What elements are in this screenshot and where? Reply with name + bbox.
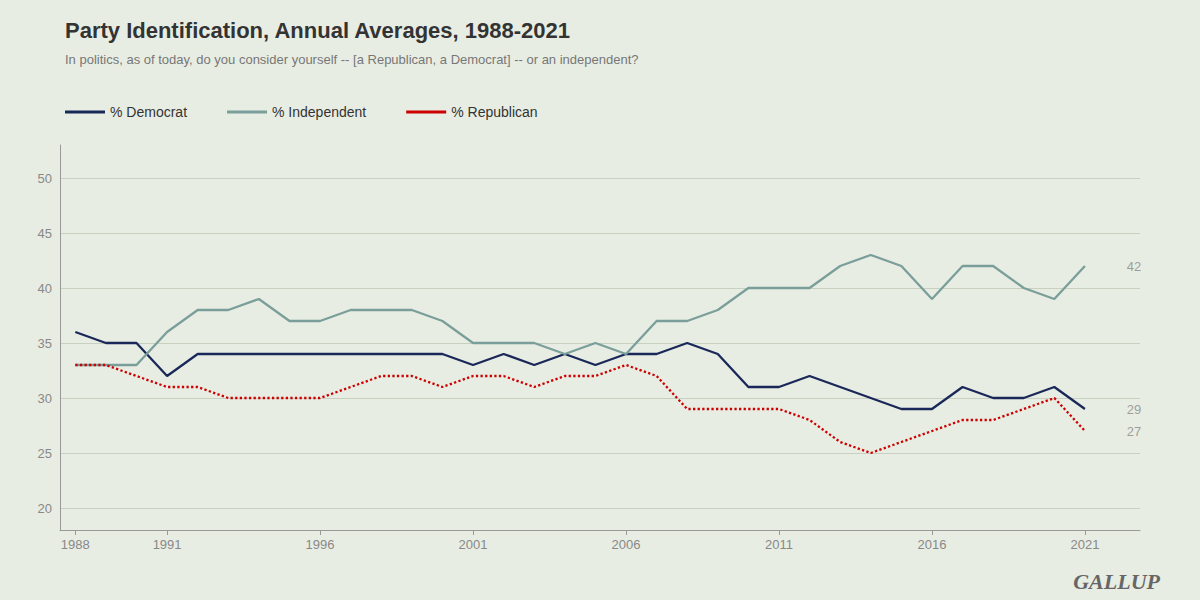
svg-text:2021: 2021 xyxy=(1070,537,1099,552)
svg-text:% Independent: % Independent xyxy=(272,104,366,120)
svg-text:2011: 2011 xyxy=(765,537,793,552)
svg-text:30: 30 xyxy=(38,391,52,406)
svg-text:50: 50 xyxy=(38,171,52,186)
svg-text:1988: 1988 xyxy=(61,537,90,552)
svg-text:1991: 1991 xyxy=(153,537,182,552)
svg-text:2006: 2006 xyxy=(612,537,641,552)
svg-text:GALLUP: GALLUP xyxy=(1073,569,1160,594)
svg-text:42: 42 xyxy=(1127,259,1141,274)
svg-text:20: 20 xyxy=(38,501,52,516)
svg-text:% Democrat: % Democrat xyxy=(110,104,187,120)
svg-text:35: 35 xyxy=(38,336,52,351)
svg-text:1996: 1996 xyxy=(306,537,335,552)
svg-text:In politics, as of today, do y: In politics, as of today, do you conside… xyxy=(65,52,639,67)
svg-text:29: 29 xyxy=(1127,402,1141,417)
svg-text:40: 40 xyxy=(38,281,52,296)
svg-text:27: 27 xyxy=(1127,424,1141,439)
svg-text:% Republican: % Republican xyxy=(451,104,537,120)
svg-text:45: 45 xyxy=(38,226,52,241)
svg-text:2001: 2001 xyxy=(459,537,488,552)
svg-text:25: 25 xyxy=(38,446,52,461)
svg-text:2016: 2016 xyxy=(917,537,946,552)
svg-text:Party Identification, Annual A: Party Identification, Annual Averages, 1… xyxy=(65,18,570,43)
